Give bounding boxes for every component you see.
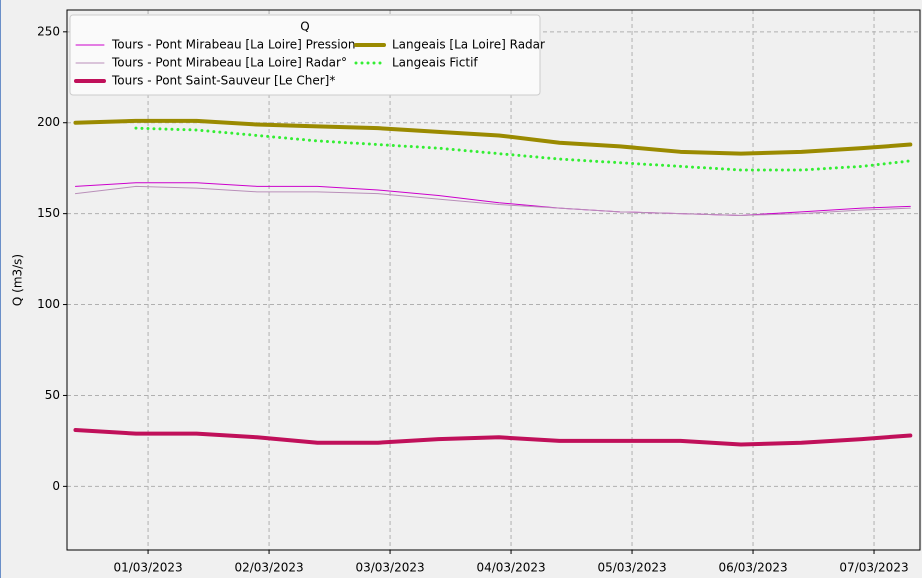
x-tick-label: 07/03/2023 [839, 561, 908, 575]
y-tick-label: 100 [37, 297, 60, 311]
series-line [73, 118, 913, 156]
x-tick-label: 06/03/2023 [718, 561, 787, 575]
plot-frame [66, 9, 921, 551]
y-tick-label: 150 [37, 206, 60, 220]
series-line [134, 126, 912, 172]
legend-box [69, 14, 541, 96]
legend-label: Tours - Pont Saint-Sauveur [Le Cher]* [111, 74, 335, 88]
y-tick-label: 200 [37, 115, 60, 129]
series-line [73, 428, 913, 447]
legend-label: Langeais [La Loire] Radar [392, 38, 545, 52]
x-tick-label: 04/03/2023 [476, 561, 545, 575]
series-line [74, 182, 911, 216]
x-tick-label: 03/03/2023 [355, 561, 424, 575]
y-axis-label: Q (m3/s) [11, 254, 25, 306]
y-tick-label: 250 [37, 24, 60, 38]
x-tick-label: 01/03/2023 [113, 561, 182, 575]
x-tick-label: 02/03/2023 [234, 561, 303, 575]
legend-title: Q [300, 20, 309, 34]
x-tick-label: 05/03/2023 [597, 561, 666, 575]
legend-label: Langeais Fictif [392, 56, 478, 70]
y-tick-label: 0 [52, 479, 60, 493]
series-line [74, 185, 911, 216]
legend-label: Tours - Pont Mirabeau [La Loire] Pressio… [111, 38, 356, 52]
y-tick-label: 50 [45, 388, 60, 402]
legend-label: Tours - Pont Mirabeau [La Loire] Radar° [111, 56, 347, 70]
